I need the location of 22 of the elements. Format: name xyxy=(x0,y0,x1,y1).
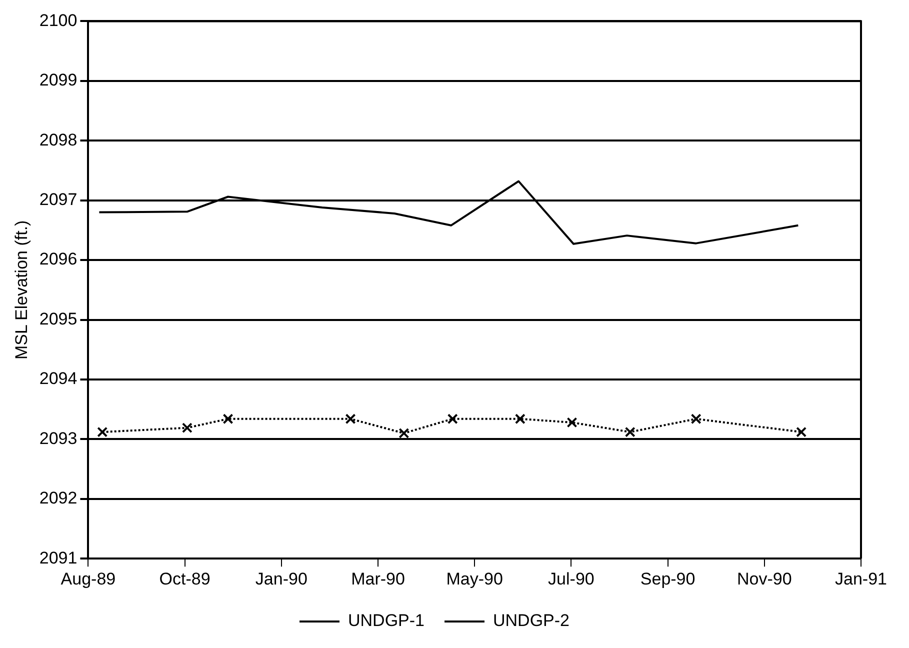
y-tick-label: 2100 xyxy=(39,10,78,30)
y-axis-title: MSL Elevation (ft.) xyxy=(12,220,31,360)
x-tick-label: Mar-90 xyxy=(351,569,405,588)
legend-label: UNDGP-2 xyxy=(493,611,570,630)
x-tick-label: Nov-90 xyxy=(736,569,792,588)
y-tick-label: 2098 xyxy=(39,130,78,150)
x-tick-label: May-90 xyxy=(446,569,503,588)
y-tick-label: 2099 xyxy=(39,70,78,90)
x-tick-label: Oct-89 xyxy=(159,569,210,588)
x-tick-label: Jul-90 xyxy=(548,569,594,588)
x-tick-label: Aug-89 xyxy=(60,569,116,588)
x-tick-label: Jan-90 xyxy=(255,569,308,588)
legend-label: UNDGP-1 xyxy=(348,611,425,630)
y-tick-label: 2092 xyxy=(39,488,78,508)
y-tick-label: 2096 xyxy=(39,250,78,269)
y-tick-label: 2097 xyxy=(39,190,78,210)
y-tick-label: 2091 xyxy=(39,548,78,568)
y-tick-label: 2095 xyxy=(39,309,78,328)
y-tick-label: 2094 xyxy=(39,369,78,388)
x-tick-label: Jan-91 xyxy=(835,569,887,588)
x-tick-label: Sep-90 xyxy=(640,569,696,588)
y-tick-label: 2093 xyxy=(39,428,78,448)
